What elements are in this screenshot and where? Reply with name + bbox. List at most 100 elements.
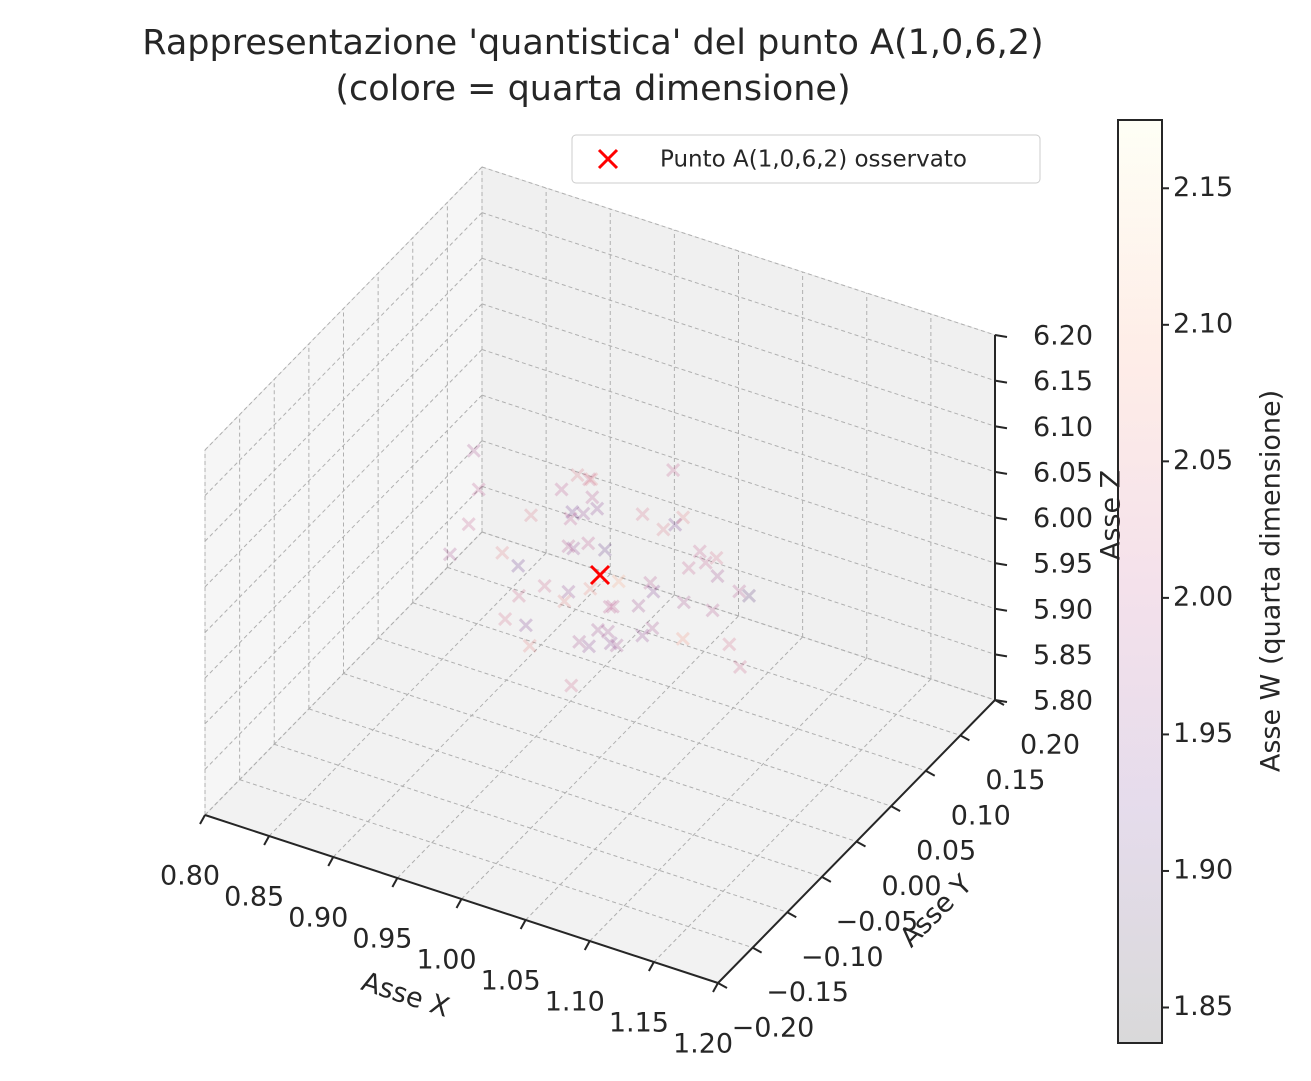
grid-line bbox=[204, 212, 483, 496]
cloud-point bbox=[668, 517, 683, 532]
chart-subtitle: (colore = quarta dimensione) bbox=[335, 69, 850, 109]
x-tick-label: 1.00 bbox=[416, 945, 476, 976]
x-tick-label: 0.90 bbox=[288, 903, 348, 934]
z-tick-label: 5.95 bbox=[1033, 549, 1093, 580]
x-tick bbox=[455, 898, 463, 909]
cloud-point bbox=[603, 636, 618, 651]
grid-line bbox=[204, 166, 483, 451]
y-tick bbox=[959, 734, 970, 742]
y-tick bbox=[925, 769, 936, 777]
cloud-point bbox=[732, 584, 747, 599]
colorbar-tick-label: 2.10 bbox=[1173, 308, 1233, 339]
z-tick bbox=[994, 653, 1008, 658]
cloud-point bbox=[709, 550, 724, 566]
grid-line bbox=[204, 486, 483, 770]
cloud-point bbox=[511, 588, 527, 603]
cloud-point bbox=[564, 678, 579, 693]
grid-line bbox=[481, 394, 996, 564]
cloud-point bbox=[681, 560, 696, 576]
cloud-point bbox=[722, 637, 737, 652]
cloud-point bbox=[676, 595, 691, 610]
colorbar-label: Asse W (quarta dimensione) bbox=[1256, 390, 1287, 772]
cloud-point bbox=[461, 517, 476, 532]
cloud-point bbox=[705, 603, 720, 618]
cloud-point bbox=[656, 522, 671, 537]
z-tick-label: 6.00 bbox=[1033, 503, 1093, 534]
cloud-point bbox=[675, 631, 690, 646]
grid-line bbox=[268, 552, 547, 837]
cloud-point bbox=[576, 506, 591, 521]
cloud-point bbox=[563, 511, 578, 526]
z-tick bbox=[994, 334, 1008, 338]
grid-line bbox=[239, 779, 753, 949]
z-tick-label: 6.05 bbox=[1033, 457, 1093, 488]
colorbar: 1.85 1.90 1.95 2.00 2.05 2.10 2.15 Asse W (quar… bbox=[1117, 119, 1287, 1044]
y-tick-label: −0.05 bbox=[836, 906, 919, 937]
cloud-point bbox=[609, 638, 624, 653]
x-tick bbox=[199, 814, 206, 825]
grid-line bbox=[481, 349, 996, 518]
z-tick bbox=[994, 516, 1008, 521]
z-tick bbox=[994, 425, 1008, 430]
colorbar-fill bbox=[1118, 120, 1162, 1043]
colorbar-tick-label: 1.95 bbox=[1173, 718, 1233, 749]
cloud-point bbox=[692, 544, 707, 559]
cloud-point bbox=[698, 555, 713, 570]
grid-line bbox=[589, 657, 868, 942]
y-tick bbox=[821, 876, 832, 883]
y-tick-label: −0.20 bbox=[732, 1013, 815, 1044]
grid-line bbox=[481, 485, 996, 655]
x-tick-label: 0.85 bbox=[224, 882, 284, 913]
grid-line bbox=[308, 708, 823, 878]
x-tick bbox=[712, 982, 719, 993]
colorbar-frame bbox=[1117, 119, 1163, 1044]
y-axis bbox=[717, 699, 996, 984]
y-tick bbox=[786, 911, 797, 919]
z-tick-label: 6.15 bbox=[1033, 366, 1093, 397]
cloud-point bbox=[522, 638, 537, 653]
legend-marker bbox=[597, 148, 619, 170]
grid-line bbox=[204, 257, 483, 542]
cloud-point bbox=[666, 463, 681, 478]
cloud-point bbox=[466, 443, 481, 458]
cloud-point bbox=[583, 581, 598, 596]
x-tick-label: 1.15 bbox=[609, 1008, 669, 1039]
y-tick bbox=[752, 946, 763, 954]
x-tick-label: 1.10 bbox=[545, 987, 605, 1018]
x-tick-label: 1.20 bbox=[673, 1029, 733, 1060]
grid-line bbox=[447, 566, 961, 736]
cloud-point bbox=[511, 558, 526, 573]
x-tick bbox=[583, 940, 591, 951]
points bbox=[442, 443, 757, 693]
grid-line bbox=[481, 212, 996, 382]
grid-line bbox=[204, 531, 483, 816]
y-tick bbox=[890, 805, 901, 812]
cloud-point bbox=[676, 510, 691, 525]
grid-line bbox=[481, 531, 996, 701]
y-tick-label: −0.10 bbox=[801, 942, 884, 973]
x-tick bbox=[327, 856, 335, 867]
cloud-point bbox=[572, 634, 587, 649]
grid-line bbox=[377, 637, 892, 807]
highlight-point bbox=[589, 564, 611, 586]
cloud-point bbox=[565, 504, 580, 520]
z-tick bbox=[994, 699, 1008, 703]
y-tick bbox=[717, 982, 728, 989]
legend-box bbox=[571, 134, 1041, 184]
z-tick bbox=[994, 470, 1008, 475]
cloud-point bbox=[471, 482, 486, 497]
cloud-point bbox=[442, 547, 458, 562]
cloud-point bbox=[566, 541, 581, 556]
legend-label: Punto A(1,0,6,2) osservato bbox=[660, 147, 967, 173]
z-tick-label: 5.85 bbox=[1033, 640, 1093, 671]
grid-line bbox=[204, 394, 483, 679]
x-tick-label: 0.95 bbox=[352, 924, 412, 955]
cloud-point bbox=[495, 545, 510, 560]
y-tick-label: 0.20 bbox=[1020, 730, 1080, 761]
cloud-point bbox=[635, 628, 650, 643]
colorbar-tick-label: 1.85 bbox=[1173, 991, 1233, 1022]
grid-line bbox=[343, 673, 857, 842]
y-tick-label: 0.00 bbox=[881, 871, 941, 902]
grid-line bbox=[204, 440, 483, 725]
